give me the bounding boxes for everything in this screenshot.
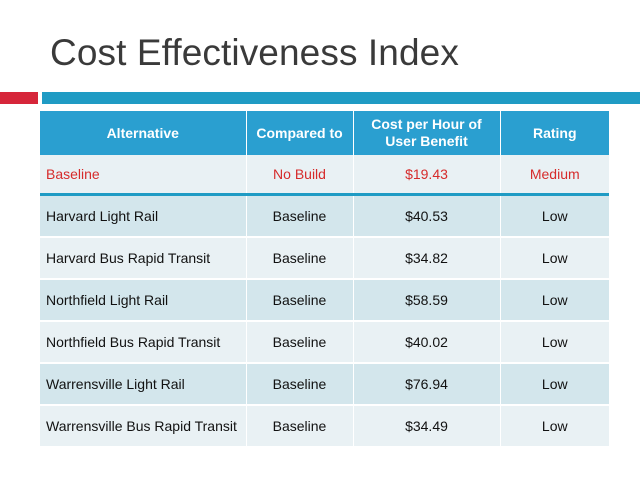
table-row: Warrensville Light Rail Baseline $76.94 … xyxy=(40,362,609,405)
table-row: Northfield Bus Rapid Transit Baseline $4… xyxy=(40,320,609,363)
cell-alternative: Warrensville Light Rail xyxy=(40,362,247,405)
table-header-row: Alternative Compared to Cost per Hour of… xyxy=(40,111,609,155)
cell-compared-to: Baseline xyxy=(246,236,354,279)
slide-title: Cost Effectiveness Index xyxy=(50,32,459,73)
header-rating: Rating xyxy=(500,111,609,155)
cell-alternative: Baseline xyxy=(40,155,247,196)
cell-alternative: Northfield Bus Rapid Transit xyxy=(40,320,247,363)
cell-rating: Low xyxy=(500,404,609,446)
cell-alternative: Warrensville Bus Rapid Transit xyxy=(40,404,247,446)
table-row: Harvard Bus Rapid Transit Baseline $34.8… xyxy=(40,236,609,279)
cell-compared-to: Baseline xyxy=(246,362,354,405)
table-row: Northfield Light Rail Baseline $58.59 Lo… xyxy=(40,278,609,321)
cell-compared-to: No Build xyxy=(246,155,354,196)
cell-cost: $19.43 xyxy=(353,155,501,196)
cell-rating: Medium xyxy=(500,155,609,196)
cell-compared-to: Baseline xyxy=(246,193,354,237)
cell-cost: $34.49 xyxy=(353,404,501,446)
accent-bar-teal xyxy=(42,92,640,104)
cell-rating: Low xyxy=(500,193,609,237)
cell-compared-to: Baseline xyxy=(246,278,354,321)
cell-alternative: Harvard Light Rail xyxy=(40,193,247,237)
cell-cost: $40.53 xyxy=(353,193,501,237)
table-row-baseline: Baseline No Build $19.43 Medium xyxy=(40,155,609,196)
table-row: Warrensville Bus Rapid Transit Baseline … xyxy=(40,404,609,446)
cell-cost: $76.94 xyxy=(353,362,501,405)
header-compared-to: Compared to xyxy=(246,111,354,155)
accent-bar-red xyxy=(0,92,38,104)
table-row: Harvard Light Rail Baseline $40.53 Low xyxy=(40,193,609,237)
cell-rating: Low xyxy=(500,278,609,321)
cell-cost: $34.82 xyxy=(353,236,501,279)
cell-rating: Low xyxy=(500,320,609,363)
cell-alternative: Northfield Light Rail xyxy=(40,278,247,321)
cell-rating: Low xyxy=(500,362,609,405)
cell-compared-to: Baseline xyxy=(246,320,354,363)
header-cost-per-hour: Cost per Hour of User Benefit xyxy=(353,111,501,155)
cell-alternative: Harvard Bus Rapid Transit xyxy=(40,236,247,279)
header-alternative: Alternative xyxy=(40,111,247,155)
cost-effectiveness-table: Alternative Compared to Cost per Hour of… xyxy=(40,111,609,446)
cell-compared-to: Baseline xyxy=(246,404,354,446)
cell-rating: Low xyxy=(500,236,609,279)
cell-cost: $40.02 xyxy=(353,320,501,363)
cell-cost: $58.59 xyxy=(353,278,501,321)
